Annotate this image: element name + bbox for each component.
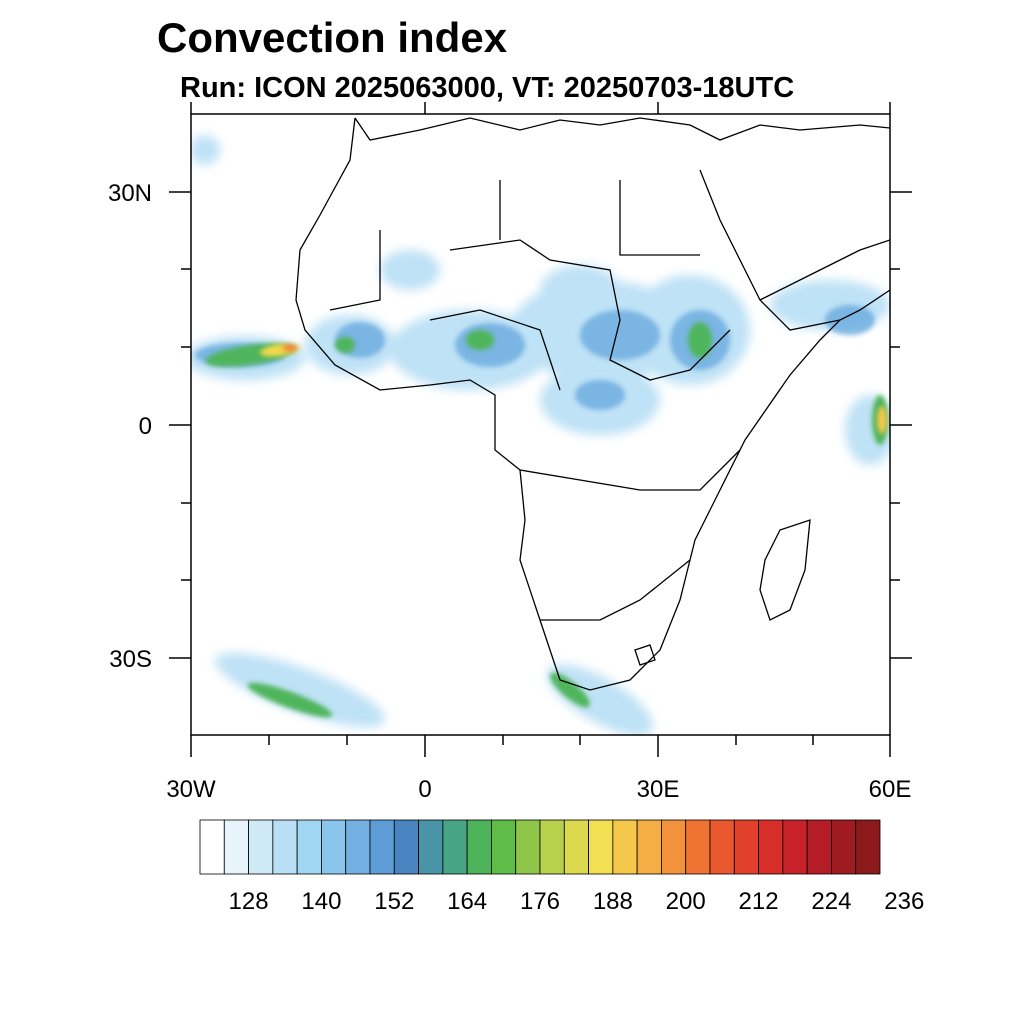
colorbar-swatch — [272, 819, 298, 875]
colorbar-swatch — [223, 819, 249, 875]
colorbar-swatch — [612, 819, 638, 875]
colorbar-swatch — [442, 819, 468, 875]
colorbar-label: 152 — [374, 888, 415, 915]
colorbar-swatch — [466, 819, 492, 875]
colorbar-swatch — [418, 819, 444, 875]
colorbar-swatch — [491, 819, 517, 875]
colorbar-swatch — [369, 819, 395, 875]
map-frame — [190, 113, 891, 736]
axis-ticks — [169, 102, 912, 757]
colorbar-label: 140 — [301, 888, 342, 915]
colorbar-swatch — [345, 819, 371, 875]
colorbar-swatch — [855, 819, 881, 875]
colorbar-swatch — [321, 819, 347, 875]
colorbar — [199, 819, 881, 875]
colorbar-label: 236 — [884, 888, 925, 915]
colorbar-swatch — [806, 819, 832, 875]
colorbar-swatch — [515, 819, 541, 875]
colorbar-swatch — [588, 819, 614, 875]
coastlines — [295, 117, 890, 691]
colorbar-swatch — [248, 819, 274, 875]
colorbar-label: 188 — [592, 888, 633, 915]
colorbar-swatch — [831, 819, 857, 875]
lon-label-30e: 30E — [636, 776, 680, 803]
colorbar-label: 200 — [665, 888, 706, 915]
lon-label-60e: 60E — [868, 776, 912, 803]
lat-label-30s: 30S — [109, 646, 152, 673]
colorbar-label: 224 — [811, 888, 852, 915]
colorbar-label: 212 — [738, 888, 779, 915]
colorbar-swatch — [539, 819, 565, 875]
convection-field — [191, 135, 890, 735]
colorbar-swatch — [782, 819, 808, 875]
colorbar-label: 176 — [519, 888, 561, 915]
colorbar-swatch — [199, 819, 225, 875]
lon-label-0: 0 — [418, 776, 432, 803]
lat-label-30n: 30N — [107, 180, 152, 207]
colorbar-swatch — [709, 819, 735, 875]
colorbar-label: 164 — [447, 888, 488, 915]
colorbar-swatch — [733, 819, 759, 875]
lon-label-30w: 30W — [166, 776, 216, 803]
colorbar-swatch — [661, 819, 687, 875]
colorbar-swatch — [758, 819, 784, 875]
colorbar-swatch — [636, 819, 662, 875]
lat-label-0: 0 — [138, 413, 152, 440]
colorbar-swatch — [296, 819, 322, 875]
colorbar-swatch — [685, 819, 711, 875]
map-subtitle: Run: ICON 2025063000, VT: 20250703-18UTC — [180, 72, 795, 104]
colorbar-swatch — [393, 819, 419, 875]
map-title: Convection index — [157, 14, 508, 61]
colorbar-swatch — [563, 819, 589, 875]
colorbar-label: 128 — [228, 888, 269, 915]
